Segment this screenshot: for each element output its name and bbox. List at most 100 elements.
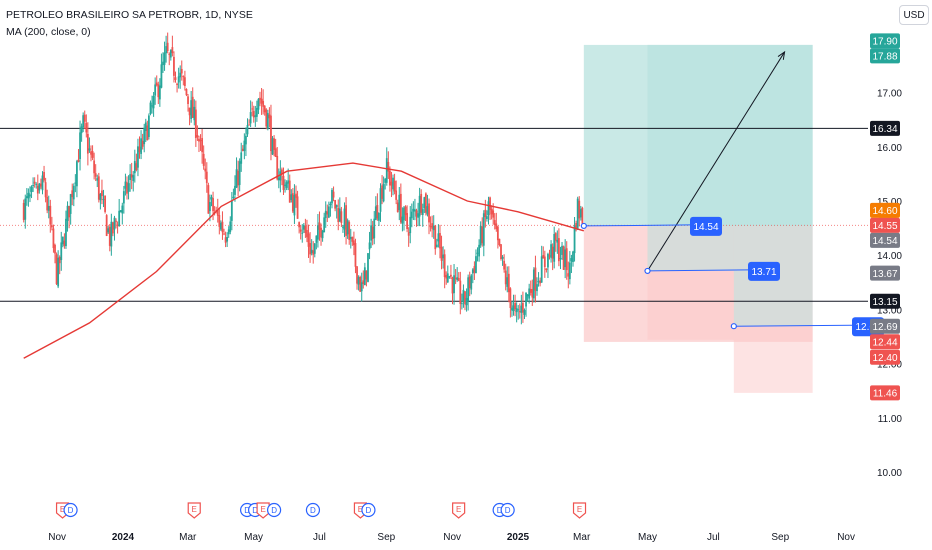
candle-body — [243, 140, 246, 151]
candle-body — [495, 223, 498, 230]
candle-body — [126, 182, 128, 194]
candle-body — [91, 151, 94, 158]
trend-arrow[interactable] — [647, 50, 786, 272]
candle-body — [338, 208, 341, 222]
arrow-head[interactable] — [777, 50, 786, 60]
candle-body — [437, 233, 440, 242]
entry-anchor-point[interactable] — [730, 323, 737, 330]
candle-body — [151, 105, 153, 107]
candle-body — [559, 258, 562, 260]
candle-body — [324, 210, 327, 219]
stop-zone[interactable] — [733, 326, 813, 393]
price-axis-badge[interactable] — [870, 232, 900, 248]
candle-body — [171, 47, 174, 54]
candle-body — [522, 302, 524, 313]
candle-body — [130, 174, 133, 178]
price-axis-badge[interactable] — [870, 33, 900, 49]
candle-body — [470, 275, 473, 290]
target-zone[interactable] — [647, 44, 734, 271]
candle-body — [309, 243, 311, 255]
dividend-marker-icon[interactable] — [361, 502, 376, 518]
candle-body — [38, 183, 41, 191]
candle-body — [60, 242, 63, 261]
entry-label-box[interactable] — [748, 261, 780, 281]
position-tools[interactable] — [583, 44, 813, 393]
candle-body — [55, 254, 58, 285]
candle-body — [237, 170, 240, 186]
entry-labels[interactable]: 14.54 13.71 12.69 — [580, 216, 884, 337]
dividend-marker-icon[interactable] — [63, 502, 78, 518]
candle-body — [144, 122, 147, 132]
candle-body — [359, 276, 362, 292]
entry-label-box[interactable] — [690, 216, 722, 236]
candle-body — [456, 277, 459, 281]
target-zone[interactable] — [733, 44, 813, 327]
candle-body — [25, 196, 28, 199]
candle-body — [44, 182, 47, 198]
candle-body — [306, 229, 308, 238]
candle-body — [257, 98, 260, 110]
candle-body — [285, 182, 288, 188]
candle-body — [409, 216, 412, 234]
earnings-marker-icon[interactable] — [452, 502, 466, 519]
entry-leader-line[interactable] — [583, 224, 691, 227]
arrow-line[interactable] — [647, 51, 785, 272]
candle-body — [93, 160, 96, 174]
price-axis-badge-text: 17.88 — [872, 52, 897, 63]
dividend-marker-icon[interactable] — [305, 502, 321, 518]
dividend-marker-icon[interactable] — [500, 502, 515, 518]
entry-leader-line[interactable] — [647, 269, 749, 272]
candle-body — [105, 215, 108, 236]
currency-button[interactable]: USD — [899, 5, 929, 25]
price-axis[interactable]: 10.00 11.00 12.00 13.00 14.00 15.00 16.00 17.00… — [870, 33, 902, 479]
dividend-marker-icon[interactable] — [266, 502, 282, 518]
candle-body — [426, 206, 429, 215]
candle-body — [376, 205, 379, 219]
candle-body — [288, 180, 291, 203]
price-axis-badge[interactable] — [870, 385, 900, 401]
candle-body — [482, 213, 485, 246]
time-tick-label: Sep — [771, 532, 789, 543]
candle-body — [121, 205, 124, 214]
candle-body — [163, 52, 166, 65]
price-axis-badge[interactable] — [870, 293, 900, 309]
candle-body — [313, 243, 316, 254]
candle-body — [525, 292, 527, 307]
candle-body — [501, 256, 504, 259]
candle-body — [176, 83, 178, 85]
earnings-marker-icon[interactable] — [572, 502, 587, 519]
price-axis-badge[interactable] — [870, 318, 900, 334]
earnings-marker-icon[interactable] — [187, 502, 201, 519]
candle-body — [384, 178, 387, 183]
candle-body — [473, 266, 476, 273]
candle-body — [298, 222, 301, 228]
candle-body — [245, 135, 247, 145]
candle-body — [353, 240, 355, 246]
price-axis-badge[interactable] — [870, 265, 900, 281]
price-axis-badge[interactable] — [870, 349, 900, 365]
earnings-marker-icon[interactable] — [256, 502, 270, 519]
candle-body — [82, 115, 85, 128]
candle-body — [321, 230, 324, 239]
candle-body — [346, 220, 349, 235]
price-axis-badge[interactable] — [870, 217, 900, 233]
candle-body — [274, 148, 277, 157]
candle-body — [129, 174, 132, 181]
ma-indicator-legend[interactable]: MA (200, close, 0) — [6, 26, 91, 38]
price-axis-badge[interactable] — [870, 202, 900, 218]
dividend-marker-letter: D — [252, 506, 258, 515]
price-axis-badge[interactable] — [870, 48, 900, 64]
time-axis[interactable]: Nov 2024 Mar May Jul Sep Nov 2025 Mar May Jul Sep No… — [48, 532, 855, 543]
candle-body — [190, 100, 193, 119]
entry-anchor-point[interactable] — [580, 222, 587, 230]
candle-body — [340, 211, 343, 224]
price-axis-badge[interactable] — [870, 120, 900, 136]
candle-body — [54, 244, 56, 254]
stop-zone[interactable] — [647, 270, 734, 340]
price-axis-badge[interactable] — [870, 334, 900, 350]
entry-anchor-point[interactable] — [644, 267, 651, 275]
entry-leader-line[interactable] — [733, 324, 853, 327]
candle-body — [395, 190, 398, 200]
